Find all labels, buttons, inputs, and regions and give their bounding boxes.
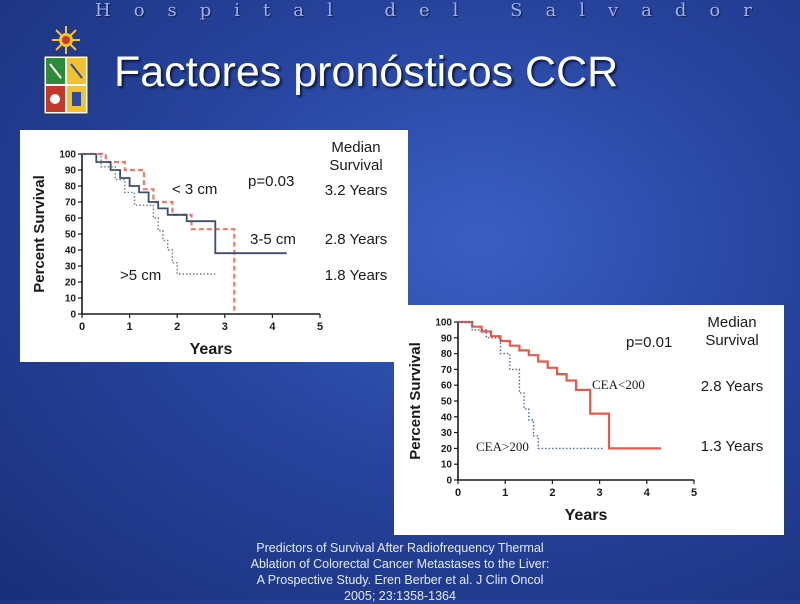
y-tick-label: 100 [59, 150, 76, 161]
x-tick-label: 5 [317, 321, 323, 333]
y-tick-label: 60 [65, 214, 77, 225]
y-tick-label: 10 [441, 460, 453, 471]
x-tick-label: 4 [644, 487, 651, 499]
median-survival-value: 1.8 Years [325, 267, 388, 284]
y-axis-label: Percent Survival [407, 342, 424, 460]
y-tick-label: 10 [65, 294, 77, 305]
y-tick-label: 80 [65, 182, 77, 193]
survival-curve-1 [458, 320, 661, 450]
series-label: 3-5 cm [250, 231, 296, 248]
y-tick-label: 90 [441, 333, 453, 344]
series-label: CEA>200 [476, 439, 529, 454]
university-crest-logo [38, 24, 94, 120]
survival-curve-3 [82, 153, 216, 275]
survival-curve-2 [82, 153, 287, 255]
x-tick-label: 1 [127, 321, 133, 333]
survival-by-size-plot: 0 10 20 30 40 50 60 70 80 90 100 0 1 2 3 4 5 Years Percent… [31, 139, 388, 358]
p-value-label: p=0.03 [248, 173, 294, 190]
x-tick-label: 2 [174, 321, 180, 333]
y-tick-label: 40 [441, 412, 453, 423]
x-tick-label: 3 [597, 487, 603, 499]
median-survival-value: 1.3 Years [701, 438, 764, 455]
y-axis-label: Percent Survival [31, 175, 48, 293]
shield-icon [43, 55, 89, 115]
y-tick-label: 60 [441, 381, 453, 392]
median-survival-header: Median Survival [705, 314, 758, 349]
survival-curve-2 [458, 321, 605, 450]
x-tick-label: 0 [79, 321, 85, 333]
reference-line: 2005; 23:1358-1364 [344, 589, 456, 603]
y-tick-label: 20 [441, 444, 453, 455]
y-tick-label: 70 [65, 198, 77, 209]
y-tick-label: 70 [441, 365, 453, 376]
y-tick-label: 30 [65, 262, 77, 273]
y-tick-label: 90 [65, 166, 77, 177]
slide-title: Factores pronósticos CCR [114, 48, 619, 96]
sun-emblem-icon [52, 26, 80, 54]
x-tick-label: 2 [549, 487, 555, 499]
y-tick-label: 30 [441, 428, 453, 439]
y-tick-label: 50 [65, 230, 77, 241]
reference-line: A Prospective Study. Eren Berber et al. … [256, 573, 544, 587]
median-survival-value: 2.8 Years [701, 378, 764, 395]
y-tick-label: 0 [446, 476, 452, 487]
x-axis-label: Years [190, 341, 233, 358]
survival-curve-1 [82, 152, 236, 314]
series-label: CEA<200 [592, 377, 645, 392]
x-tick-label: 0 [455, 487, 461, 499]
median-survival-value: 3.2 Years [325, 182, 388, 199]
y-tick-label: 80 [441, 349, 453, 360]
x-tick-label: 3 [222, 321, 228, 333]
reference-line: Predictors of Survival After Radiofreque… [256, 541, 544, 555]
x-tick-label: 5 [691, 487, 697, 499]
survival-by-size-chart: 0 10 20 30 40 50 60 70 80 90 100 0 1 2 3 4 5 Years Percent… [20, 130, 408, 362]
survival-by-cea-plot: 0 10 20 30 40 50 60 70 80 90 100 0 1 2 3 4 5 Years Percent… [407, 314, 764, 524]
reference-citation: Predictors of Survival After Radiofreque… [220, 540, 580, 604]
median-survival-header: Median Survival [329, 139, 382, 174]
y-tick-label: 100 [435, 318, 452, 329]
institution-name: Hospital del Salvador [95, 0, 775, 21]
y-tick-label: 50 [441, 397, 453, 408]
x-tick-label: 4 [269, 321, 276, 333]
x-tick-label: 1 [502, 487, 508, 499]
survival-by-cea-chart: 0 10 20 30 40 50 60 70 80 90 100 0 1 2 3 4 5 Years Percent… [394, 305, 784, 535]
p-value-label: p=0.01 [626, 334, 672, 351]
y-tick-label: 0 [70, 310, 76, 321]
x-axis-label: Years [565, 507, 608, 524]
series-label: < 3 cm [172, 181, 217, 198]
y-tick-label: 20 [65, 278, 77, 289]
series-label: >5 cm [120, 267, 161, 284]
reference-line: Ablation of Colorectal Cancer Metastases… [250, 557, 550, 571]
y-tick-label: 40 [65, 246, 77, 257]
median-survival-value: 2.8 Years [325, 231, 388, 248]
